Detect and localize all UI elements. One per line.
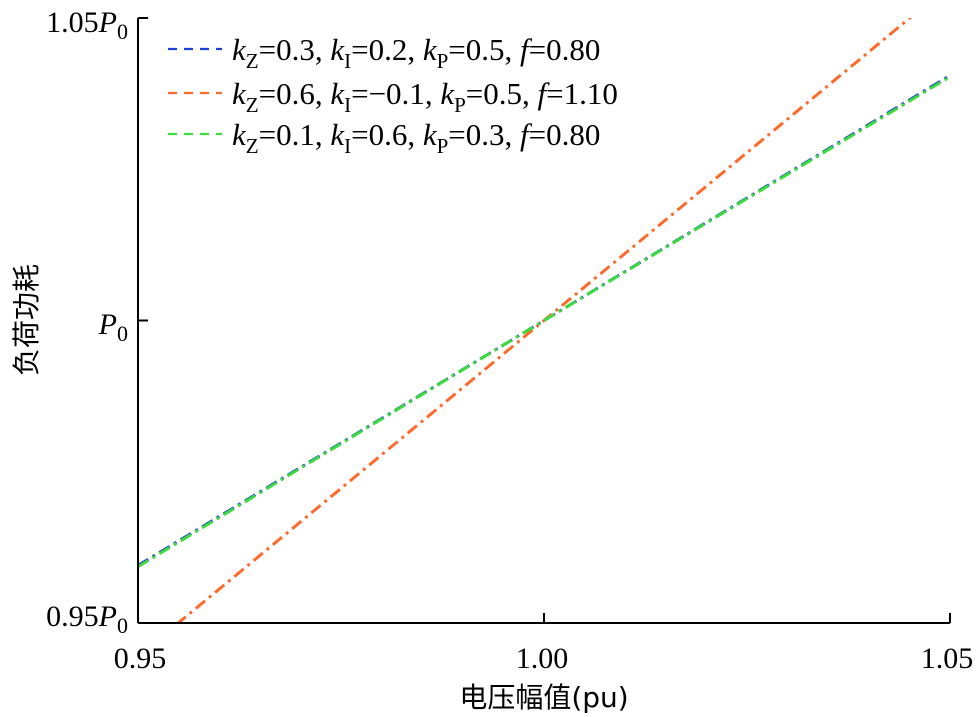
series-layer: [138, 18, 950, 623]
legend: kZ=0.3, kI=0.2, kP=0.5, f=0.80 kZ=0.6, k…: [168, 32, 618, 158]
legend-label-2: kZ=0.1, kI=0.6, kP=0.3, f=0.80: [232, 117, 600, 158]
x-tick-label-0: 0.95: [114, 642, 167, 675]
y-tick-label-bottom: 0.95P0: [46, 600, 128, 638]
x-tick-label-1: 1.00: [516, 642, 569, 675]
series-line-2: [138, 75, 950, 569]
series-line-1: [175, 18, 913, 623]
x-tick-label-2: 1.05: [921, 642, 974, 675]
legend-label-0: kZ=0.3, kI=0.2, kP=0.5, f=0.80: [232, 32, 600, 73]
y-axis-title: 负荷功耗: [10, 264, 43, 376]
x-axis-title: 电压幅值(pu): [459, 681, 628, 714]
y-tick-label-top: 1.05P0: [46, 6, 128, 44]
legend-label-1: kZ=0.6, kI=−0.1, kP=0.5, f=1.10: [232, 76, 618, 117]
y-tick-label-mid: P0: [98, 308, 128, 346]
tick-layer: [137, 17, 951, 624]
